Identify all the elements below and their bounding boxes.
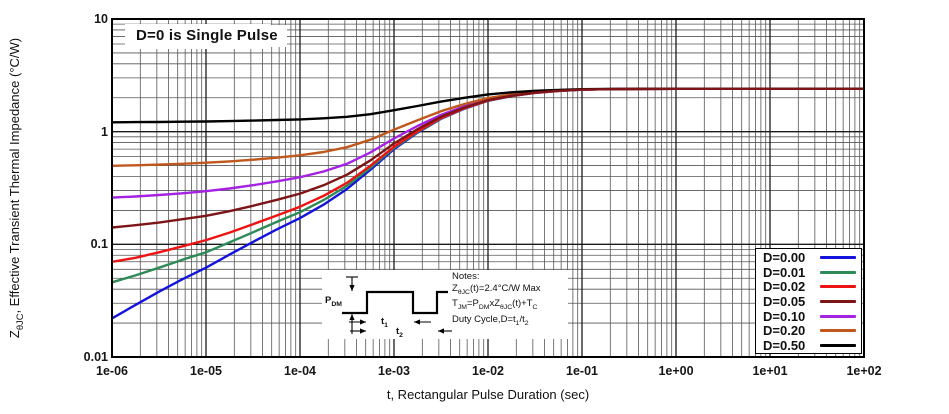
legend-label: D=0.00 — [763, 249, 806, 265]
plot-border — [111, 18, 865, 358]
x-tick-label: 1e-04 — [284, 364, 316, 378]
x-axis-title: t, Rectangular Pulse Duration (sec) — [386, 387, 590, 402]
t1-label: t1 — [381, 316, 388, 329]
legend-swatch — [820, 314, 856, 318]
pulse-waveform — [342, 290, 448, 315]
y-tick-label: 1 — [101, 124, 108, 139]
amplitude-arrow-up-head — [349, 314, 355, 320]
x-tick-label: 1e+00 — [658, 364, 694, 378]
legend-label: D=0.20 — [763, 323, 806, 339]
amplitude-arrow-down-head — [349, 285, 355, 291]
x-tick-label: 1e-06 — [96, 364, 128, 378]
x-tick-label: 1e-03 — [378, 364, 410, 378]
y-tick-label: 0.1 — [90, 237, 108, 252]
t2-arrow-right-head — [438, 328, 444, 334]
legend-item: D=0.05 — [763, 293, 856, 309]
legend-swatch — [820, 299, 856, 303]
legend-label: D=0.05 — [763, 293, 806, 309]
x-tick-label: 1e-02 — [472, 364, 504, 378]
x-tick-label: 1e+02 — [846, 364, 882, 378]
legend-item: D=0.02 — [763, 279, 856, 295]
legend-swatch — [820, 344, 856, 348]
legend-swatch — [820, 255, 856, 259]
note-line-impedance-max: ZθJC(t)=2.4°C/W Max — [452, 282, 541, 296]
notes-block: Notes: ZθJC(t)=2.4°C/W Max TJM=PDMxZθJC(… — [452, 271, 541, 330]
legend-label: D=0.02 — [763, 279, 806, 295]
y-axis-title: ZθJC, Effective Transient Thermal Impeda… — [7, 37, 25, 339]
legend-item: D=0.50 — [763, 338, 856, 354]
legend-swatch — [820, 285, 856, 289]
legend: D=0.00 D=0.01 D=0.02 D=0.05 D=0.10 D=0.20 D=0.… — [755, 248, 862, 354]
legend-label: D=0.01 — [763, 264, 806, 280]
legend-item: D=0.10 — [763, 308, 856, 324]
note-line-duty-cycle: Duty Cycle,D=t1/t2 — [452, 314, 529, 328]
legend-label: D=0.10 — [763, 308, 806, 324]
legend-swatch — [820, 329, 856, 333]
legend-item: D=0.00 — [763, 249, 856, 265]
x-tick-label: 1e+01 — [752, 364, 788, 378]
inset-background — [322, 270, 568, 339]
t1-arrow-right-head — [414, 319, 420, 325]
t2-label: t2 — [396, 326, 403, 339]
pdm-label: PDM — [325, 295, 342, 308]
legend-item: D=0.20 — [763, 323, 856, 339]
legend-swatch — [820, 270, 856, 274]
t1-arrow-left-head — [360, 319, 366, 325]
y-tick-label: 10 — [94, 12, 108, 26]
single-pulse-annotation: D=0 is Single Pulse — [127, 25, 287, 47]
x-tick-label: 1e-01 — [566, 364, 598, 378]
note-line-tjm-formula: TJM=PDMxZθJC(t)+TC — [452, 298, 538, 312]
legend-label: D=0.50 — [763, 338, 806, 354]
notes-title: Notes: — [452, 271, 480, 282]
t2-arrow-left-head — [360, 328, 366, 334]
y-tick-label: 0.01 — [83, 350, 108, 364]
legend-item: D=0.01 — [763, 264, 856, 280]
curve-d-0.05 — [112, 87, 864, 229]
x-tick-label: 1e-05 — [190, 364, 222, 378]
